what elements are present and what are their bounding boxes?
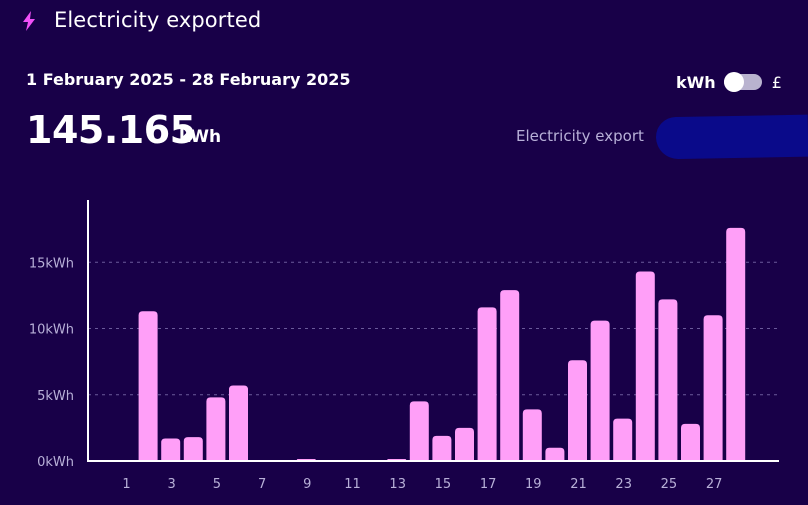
y-tick-label: 0kWh [37, 455, 74, 470]
unit-toggle-switch[interactable] [723, 72, 762, 92]
bar-day-18[interactable] [500, 290, 520, 461]
bar-day-21[interactable] [568, 360, 587, 461]
x-tick-label: 27 [706, 477, 723, 492]
x-tick-label: 23 [615, 477, 632, 492]
x-tick-label: 9 [303, 477, 311, 492]
bar-day-3[interactable] [161, 438, 181, 461]
x-tick-label: 5 [213, 477, 221, 492]
toggle-knob[interactable] [723, 72, 744, 92]
bar-day-6[interactable] [229, 385, 248, 461]
y-tick-label: 15kWh [29, 256, 74, 271]
bar-day-28[interactable] [726, 227, 746, 461]
x-tick-label: 1 [122, 477, 130, 492]
bar-day-25[interactable] [658, 299, 678, 461]
bar-day-23[interactable] [613, 418, 633, 461]
x-tick-label: 15 [435, 477, 452, 492]
bar-day-26[interactable] [681, 423, 700, 461]
x-tick-label: 13 [389, 477, 406, 492]
x-tick-label: 7 [258, 477, 266, 492]
x-tick-label: 25 [661, 477, 678, 492]
bar-day-14[interactable] [409, 401, 429, 461]
y-tick-label: 5kWh [37, 389, 74, 404]
bar-day-5[interactable] [206, 397, 226, 461]
total-unit: kWh [179, 127, 222, 147]
bar-day-15[interactable] [432, 435, 452, 461]
bar-day-24[interactable] [635, 271, 655, 461]
toggle-label-gbp: £ [771, 72, 782, 92]
bar-day-2[interactable] [138, 311, 158, 461]
x-tick-label: 11 [344, 477, 361, 492]
date-range: 1 February 2025 - 28 February 2025 [26, 70, 351, 89]
bar-day-19[interactable] [522, 409, 542, 461]
page-title: Electricity exported [54, 8, 262, 32]
x-tick-label: 19 [525, 477, 542, 492]
x-tick-label: 3 [168, 477, 176, 492]
bar-day-16[interactable] [455, 427, 474, 461]
x-tick-label: 17 [480, 477, 497, 492]
unit-toggle-group: kWh £ [676, 70, 782, 94]
lightning-icon [23, 11, 35, 31]
total-value: 145.165 [26, 108, 196, 152]
legend-label: Electricity export [516, 127, 644, 145]
y-tick-label: 10kWh [29, 323, 74, 338]
bar-day-20[interactable] [545, 447, 565, 461]
x-tick-label: 21 [570, 477, 587, 492]
bar-day-27[interactable] [703, 315, 723, 461]
toggle-label-kwh: kWh [676, 72, 716, 92]
bar-day-22[interactable] [590, 320, 610, 461]
bar-day-4[interactable] [183, 437, 203, 461]
bar-day-17[interactable] [477, 307, 497, 461]
